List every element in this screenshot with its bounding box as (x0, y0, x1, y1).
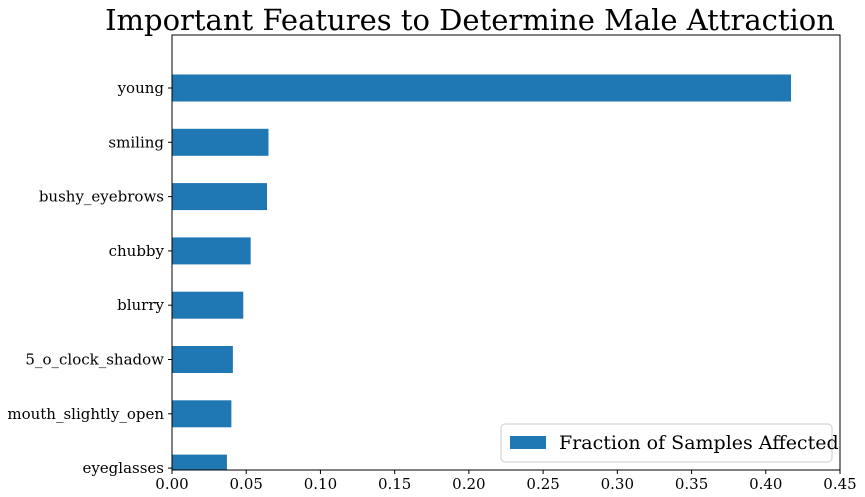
x-tick-label: 0.25 (526, 475, 559, 493)
x-tick-label: 0.35 (675, 475, 708, 493)
bars-group (172, 74, 792, 470)
bar-blurry (172, 291, 244, 319)
y-tick-label: young (117, 79, 165, 97)
legend: Fraction of Samples Affected (500, 423, 839, 463)
legend-label: Fraction of Samples Affected (559, 432, 839, 454)
x-tick-label: 0.00 (155, 475, 188, 493)
plot-area-frame (171, 34, 841, 471)
y-tick-label: eyeglasses (82, 459, 164, 477)
x-tick-label: 0.40 (749, 475, 782, 493)
x-tick-label: 0.30 (601, 475, 634, 493)
x-tick-label: 0.15 (378, 475, 411, 493)
bar-eyeglasses (172, 454, 227, 470)
legend-box (500, 423, 833, 463)
bar-chubby (172, 237, 251, 265)
y-tick-label: blurry (117, 296, 164, 314)
x-tick-label: 0.10 (304, 475, 337, 493)
y-tick-label: smiling (108, 133, 164, 151)
x-tick-label: 0.05 (230, 475, 263, 493)
x-tick-label: 0.45 (823, 475, 856, 493)
y-tick-label: chubby (109, 242, 165, 260)
y-tick-label: 5_o_clock_shadow (25, 351, 164, 369)
x-axis-ticks: 0.00 0.05 0.10 0.15 0.20 0.25 0.30 0.35 0.40 0.45 (155, 470, 857, 493)
x-tick-label: 0.20 (452, 475, 485, 493)
bar-5-o-clock-shadow (172, 346, 233, 373)
y-tick-label: bushy_eyebrows (39, 188, 164, 206)
y-tick-label: mouth_slightly_open (7, 405, 164, 423)
bar-mouth-slightly-open (172, 400, 232, 428)
chart-title: Important Features to Determine Male Att… (105, 3, 835, 37)
legend-swatch (510, 436, 546, 449)
bar-smiling (172, 128, 269, 156)
bar-young (172, 74, 792, 102)
bar-bushy-eyebrows (172, 183, 268, 211)
